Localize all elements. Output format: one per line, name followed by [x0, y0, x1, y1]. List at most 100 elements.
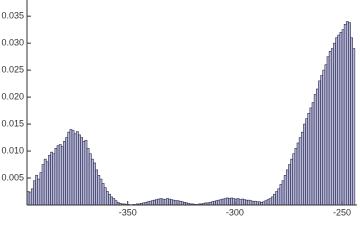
bar [273, 193, 276, 206]
bar [112, 198, 116, 206]
bar [288, 164, 291, 206]
bar [328, 50, 332, 206]
bar [251, 200, 255, 206]
bar [50, 151, 54, 206]
bar [35, 175, 39, 206]
bar [313, 94, 317, 206]
bar [345, 21, 349, 206]
bar [238, 199, 242, 206]
bar [303, 123, 306, 206]
bar [97, 175, 101, 206]
bar [268, 198, 272, 206]
bar [228, 198, 231, 206]
bar [45, 161, 49, 206]
bar [69, 129, 73, 206]
bar [352, 48, 356, 206]
y-tick-label: 0.020 [1, 91, 24, 101]
bar [326, 56, 330, 206]
bar [178, 200, 182, 206]
bar [247, 199, 251, 206]
bar [335, 37, 339, 206]
bar [275, 191, 279, 206]
bar [320, 75, 324, 206]
bar [339, 32, 343, 206]
bar [75, 131, 79, 206]
bar [157, 198, 161, 206]
bar [43, 158, 47, 206]
y-tick-label: 0.025 [1, 65, 24, 75]
bar [73, 133, 77, 206]
bar [215, 200, 219, 206]
bar [281, 180, 285, 206]
bar [56, 145, 60, 206]
bar [307, 112, 311, 206]
bar [101, 183, 105, 206]
bar [110, 196, 114, 206]
bar [292, 153, 296, 206]
bar [279, 184, 283, 206]
bar [108, 193, 111, 206]
bar [324, 64, 328, 206]
bar [88, 153, 92, 206]
chart: 0.005 0.010 0.015 0.020 0.025 0.030 0.035 -350 -… [1, 0, 357, 217]
bar [309, 107, 313, 206]
bar [348, 22, 351, 206]
bar [95, 169, 99, 206]
bar [333, 42, 336, 206]
y-tick-label: 0.010 [1, 145, 24, 155]
bar [264, 200, 268, 206]
bar [318, 80, 321, 206]
bar [240, 198, 244, 206]
bar [213, 200, 216, 206]
bar [270, 196, 274, 206]
bar [67, 131, 71, 206]
bar [65, 137, 69, 206]
y-tick-label: 0.030 [1, 38, 24, 48]
bar [277, 188, 281, 206]
bar [80, 137, 84, 206]
y-tick-label: 0.015 [1, 118, 24, 128]
bar [90, 158, 94, 206]
bar [311, 102, 315, 206]
bar [350, 37, 354, 206]
bar [82, 141, 86, 206]
bar [253, 200, 257, 206]
bar [174, 200, 178, 206]
bar [283, 175, 287, 206]
x-tick-label: -300 [226, 207, 244, 217]
bar [103, 187, 107, 206]
bar [150, 200, 154, 206]
bar [148, 200, 152, 206]
bar [58, 144, 62, 206]
bar [52, 153, 56, 206]
bar [219, 199, 223, 206]
bar [330, 48, 334, 206]
x-tick-label: -350 [119, 207, 137, 217]
bar [48, 155, 51, 206]
bar [71, 130, 75, 206]
bar [315, 88, 319, 206]
bar [217, 199, 221, 206]
bar [33, 180, 36, 206]
bar [170, 199, 174, 206]
bar [236, 198, 240, 206]
bar [163, 199, 167, 206]
y-tick-label: 0.005 [1, 172, 24, 182]
bar [84, 139, 88, 206]
bar [28, 191, 32, 206]
bar [245, 199, 249, 206]
bar [165, 198, 169, 206]
bar [285, 169, 289, 206]
bar [298, 137, 302, 206]
bar [176, 200, 180, 206]
bar [305, 118, 309, 206]
bar [172, 199, 176, 206]
bar [155, 199, 159, 206]
bar [337, 34, 341, 206]
bar [343, 23, 347, 206]
bar [39, 172, 43, 206]
bar [243, 199, 246, 206]
bar [99, 178, 103, 206]
bar [30, 188, 34, 206]
y-tick-label: 0.035 [1, 11, 24, 21]
